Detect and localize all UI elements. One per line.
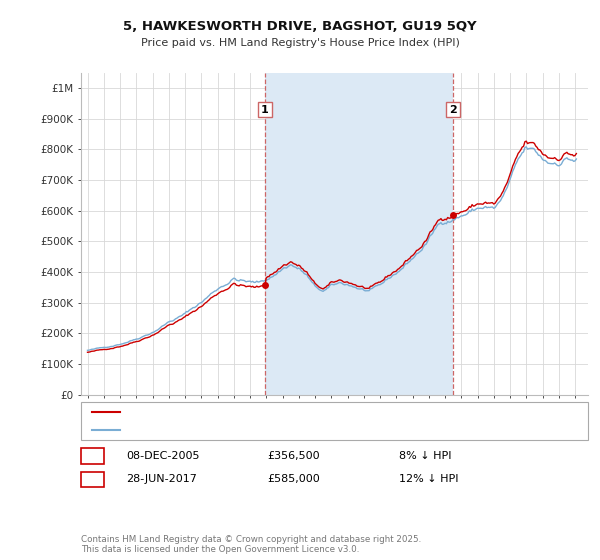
Bar — [265, 73, 453, 395]
Text: 1: 1 — [261, 105, 269, 115]
Text: HPI: Average price, detached house, Surrey Heath: HPI: Average price, detached house, Surr… — [126, 425, 376, 435]
Text: 2: 2 — [89, 474, 96, 484]
Text: 8% ↓ HPI: 8% ↓ HPI — [399, 451, 452, 461]
Text: 5, HAWKESWORTH DRIVE, BAGSHOT, GU19 5QY (detached house): 5, HAWKESWORTH DRIVE, BAGSHOT, GU19 5QY … — [126, 407, 456, 417]
Text: £585,000: £585,000 — [267, 474, 320, 484]
Text: 08-DEC-2005: 08-DEC-2005 — [126, 451, 199, 461]
Text: £356,500: £356,500 — [267, 451, 320, 461]
Text: 5, HAWKESWORTH DRIVE, BAGSHOT, GU19 5QY: 5, HAWKESWORTH DRIVE, BAGSHOT, GU19 5QY — [123, 20, 477, 32]
Text: 28-JUN-2017: 28-JUN-2017 — [126, 474, 197, 484]
Text: Price paid vs. HM Land Registry's House Price Index (HPI): Price paid vs. HM Land Registry's House … — [140, 38, 460, 48]
Text: Contains HM Land Registry data © Crown copyright and database right 2025.
This d: Contains HM Land Registry data © Crown c… — [81, 535, 421, 554]
Text: 2: 2 — [449, 105, 457, 115]
Text: 1: 1 — [89, 451, 96, 461]
Text: 12% ↓ HPI: 12% ↓ HPI — [399, 474, 458, 484]
